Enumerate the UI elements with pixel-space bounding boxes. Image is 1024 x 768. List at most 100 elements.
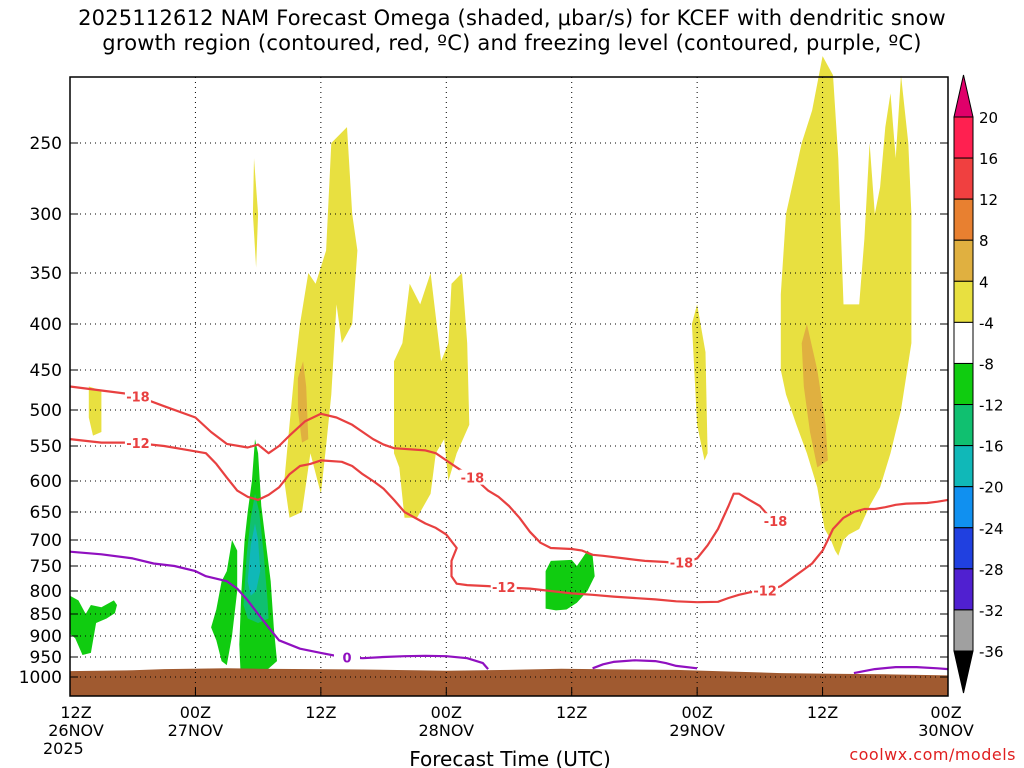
omega-region-12 [247,523,261,596]
contour-label-bg-extra-4 [752,582,779,598]
colorbar-label-9: -20 [979,479,1004,497]
ytick-label-900: 900 [30,627,62,647]
colorbar-swatch-last [953,609,974,652]
contour-label-0: 0 [342,651,351,666]
contour-line-0c [853,666,949,675]
xtick-label-7-0: 00Z [930,703,961,722]
ytick-label-700: 700 [30,531,62,551]
ytick-label-500: 500 [30,401,62,421]
contour-label-bg-extra-0 [459,469,486,485]
colorbar-swatch-1 [953,157,974,200]
colorbar-swatch-2 [953,198,974,241]
contour-label-bg--18 [124,388,151,404]
source-credit: coolwx.com/models [849,745,1016,764]
ground-surface [70,668,948,696]
x-axis-label: Forecast Time (UTC) [409,747,611,768]
ytick-label-650: 650 [30,503,62,523]
omega-region-6 [297,361,309,443]
colorbar-swatch-6 [953,362,974,406]
contour-label-bg--12 [124,435,151,451]
contour-label-extra-3: -18 [764,515,788,530]
ytick-label-400: 400 [30,315,62,335]
chart-title: 2025112612 NAM Forecast Omega (shaded, μ… [0,6,1024,56]
omega-region-8 [70,595,117,655]
ytick-label-750: 750 [30,557,62,577]
colorbar-label-3: 8 [979,232,989,250]
colorbar-label-6: -8 [979,355,994,373]
ytick-label-550: 550 [30,437,62,457]
colorbar-label-13: -36 [979,643,1004,661]
contour-label-bg-extra-1 [490,579,517,595]
ytick-label-800: 800 [30,582,62,602]
xtick-label-4-0: 12Z [556,703,587,722]
xtick-label-5-0: 00Z [681,703,712,722]
xtick-label-2-0: 12Z [305,703,336,722]
xtick-label-0-2: 2025 [43,739,84,758]
contour-label-extra-4: -12 [753,585,777,600]
contour-label-bg-0 [333,649,360,665]
ytick-label-350: 350 [30,264,62,284]
chart-title-line-1: 2025112612 NAM Forecast Omega (shaded, μ… [78,6,946,30]
ytick-label-850: 850 [30,605,62,625]
colorbar-swatch-3 [953,239,974,282]
xtick-label-1-1: 27NOV [168,721,224,740]
xtick-label-7-1: 30NOV [918,721,974,740]
colorbar-top-arrow [953,74,974,118]
xtick-label-3-1: 28NOV [418,721,474,740]
omega-region-4 [691,304,708,461]
colorbar-label-0: 20 [979,109,998,127]
omega-shading-layer [70,56,948,696]
ytick-label-1000: 1000 [19,668,62,688]
contour-layer: -18 -12 0 -18 -12 -18 -18 -12 [69,385,949,675]
colorbar-swatch-11 [953,568,974,611]
colorbar-label-8: -16 [979,438,1004,456]
omega-region-3 [394,273,470,518]
colorbar-label-10: -24 [979,520,1004,538]
colorbar-swatch-4 [953,280,974,323]
chart-title-line-2: growth region (contoured, red, ºC) and f… [102,31,922,55]
contour-line--18 [69,385,782,565]
colorbar-label-7: -12 [979,397,1004,415]
xtick-label-0-0: 12Z [60,703,91,722]
colorbar-swatch-7 [953,404,974,447]
contour-label-extra-0: -18 [461,472,485,487]
omega-region-9 [211,540,238,666]
ytick-label-250: 250 [30,134,62,154]
colorbar-swatch-8 [953,445,974,488]
contour-line-0b [592,659,698,670]
colorbar-swatch-10 [953,527,974,570]
colorbar-bottom-arrow [953,650,974,694]
axes-layer: 2503003504004505005506006507007508008509… [19,76,974,758]
ytick-label-950: 950 [30,648,62,668]
omega-region-13 [545,550,595,611]
colorbar-label-4: 4 [979,273,989,291]
colorbar-label-5: -4 [979,314,994,332]
colorbar-swatch-5 [953,321,974,364]
ytick-label-300: 300 [30,205,62,225]
contour-label-extra-2: -18 [670,557,694,572]
contour-label-extra-1: -12 [492,581,516,596]
xtick-label-1-0: 00Z [180,703,211,722]
xtick-label-0-1: 26NOV [48,721,104,740]
colorbar-label-1: 16 [979,150,998,168]
xtick-label-6-0: 12Z [807,703,838,722]
colorbar-swatch-0 [953,116,974,159]
contour-line-0 [69,550,489,670]
colorbar-label-2: 12 [979,191,998,209]
contour-label--18: -18 [126,390,150,405]
colorbar-label-11: -28 [979,561,1004,579]
contour-label-bg-extra-3 [762,513,789,529]
contour-label-bg-extra-2 [668,554,695,570]
colorbar-swatch-9 [953,486,974,529]
ytick-label-600: 600 [30,472,62,492]
omega-region-1 [252,158,259,268]
colorbar: 20 16 12 8 4 -4 -8 -12 -16 -20 -24 -28 -32 -36 [953,74,1004,694]
xtick-label-3-0: 00Z [431,703,462,722]
omega-region-0 [88,386,102,436]
omega-region-7 [801,324,828,468]
contour-label--12: -12 [126,437,150,452]
xtick-label-5-1: 29NOV [669,721,725,740]
colorbar-label-12: -32 [979,602,1004,620]
ytick-label-450: 450 [30,361,62,381]
